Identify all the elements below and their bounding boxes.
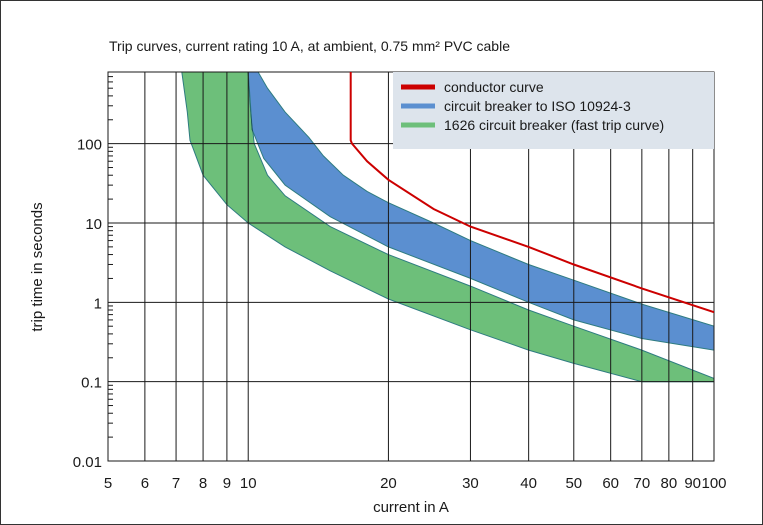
- x-tick-label: 10: [240, 475, 257, 492]
- band-1: [247, 72, 714, 351]
- legend-box: [393, 72, 714, 149]
- x-tick-label: 60: [602, 475, 619, 492]
- x-tick-label: 20: [380, 475, 397, 492]
- y-tick-label: 1: [94, 295, 102, 312]
- y-tick-label: 10: [85, 216, 102, 233]
- x-tick-label: 7: [172, 475, 180, 492]
- x-tick-label: 5: [104, 475, 112, 492]
- x-tick-label: 40: [520, 475, 537, 492]
- legend-label-1: circuit breaker to ISO 10924-3: [444, 98, 631, 114]
- series-line-0: [349, 72, 714, 314]
- y-tick-label: 0.01: [73, 454, 102, 471]
- legend-label-2: 1626 circuit breaker (fast trip curve): [444, 117, 664, 133]
- x-tick-label: 100: [701, 475, 726, 492]
- x-tick-label: 50: [565, 475, 582, 492]
- y-tick-label: 0.1: [81, 375, 102, 392]
- x-tick-label: 90: [684, 475, 701, 492]
- x-tick-label: 6: [141, 475, 149, 492]
- band-2: [181, 72, 714, 383]
- y-axis-label: trip time in seconds: [29, 202, 46, 331]
- y-tick-label: 100: [77, 137, 102, 154]
- x-tick-label: 70: [634, 475, 651, 492]
- x-tick-label: 80: [661, 475, 678, 492]
- x-axis-label: current in A: [373, 499, 449, 516]
- legend-label-0: conductor curve: [444, 79, 544, 95]
- x-tick-label: 8: [199, 475, 207, 492]
- chart-title: Trip curves, current rating 10 A, at amb…: [109, 38, 510, 54]
- x-tick-label: 9: [223, 475, 231, 492]
- x-tick-label: 30: [462, 475, 479, 492]
